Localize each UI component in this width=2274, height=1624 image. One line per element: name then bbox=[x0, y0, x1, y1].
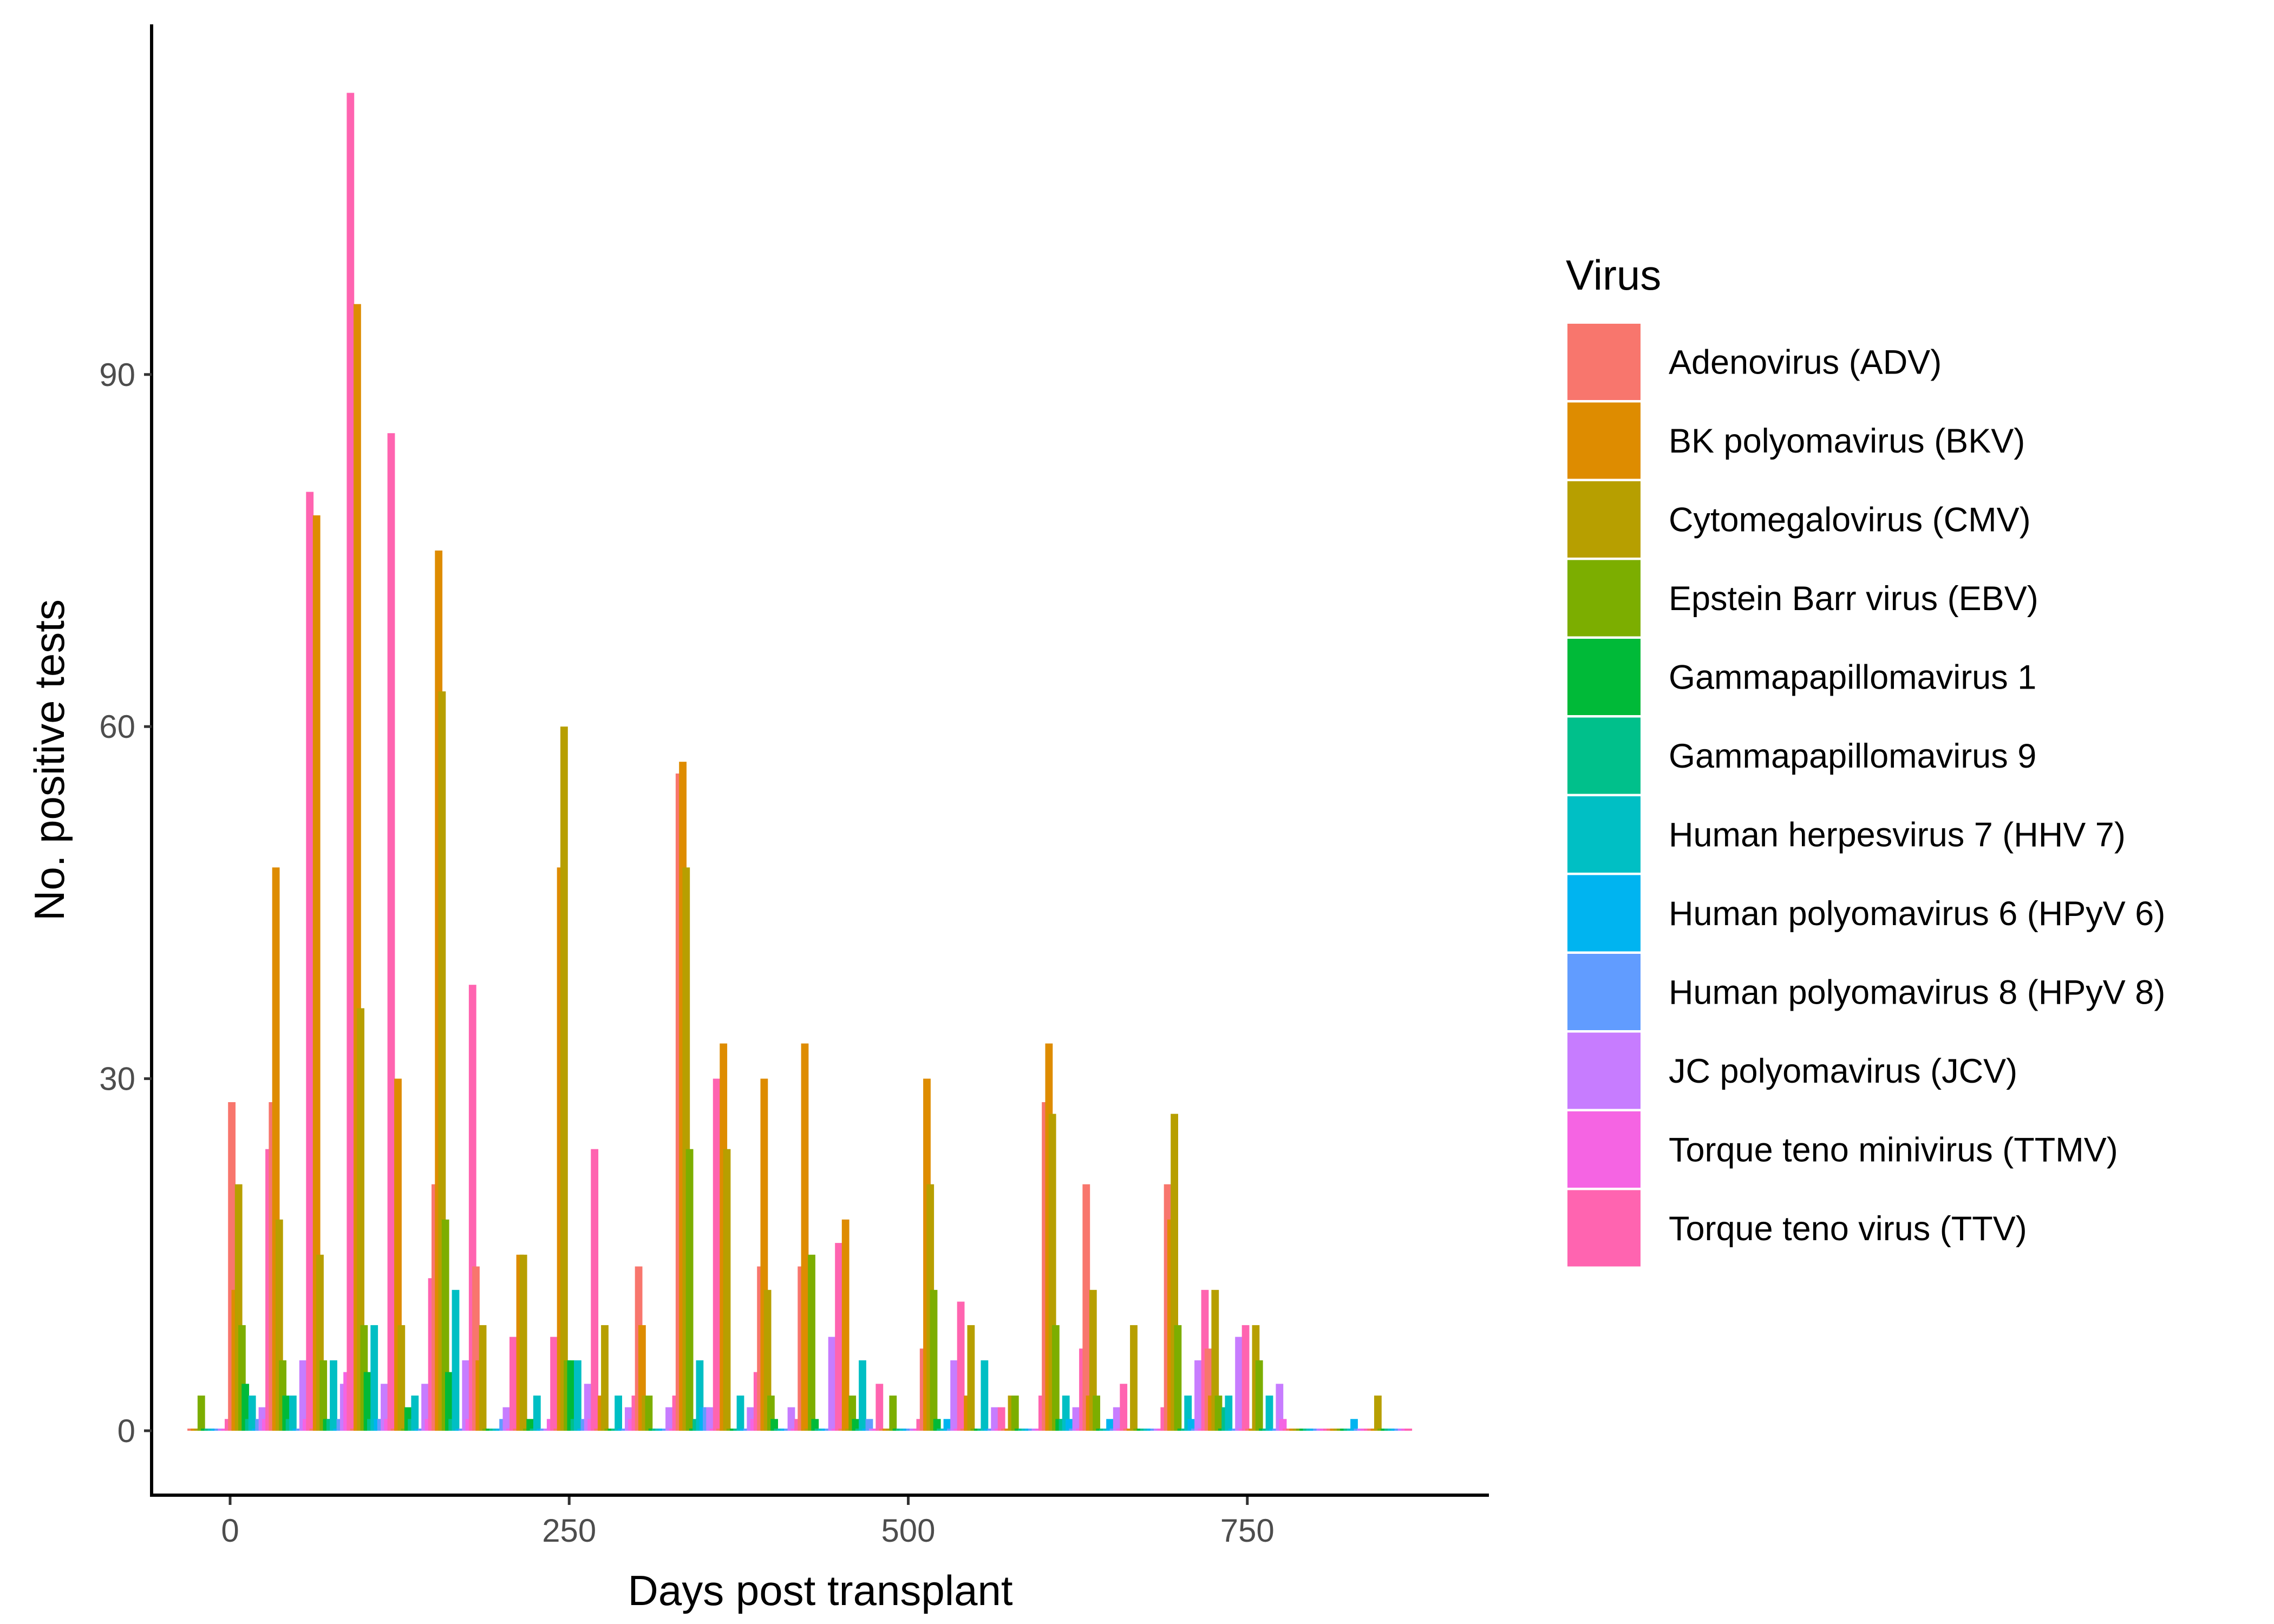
bar bbox=[828, 1337, 836, 1431]
legend-label: BK polyomavirus (BKV) bbox=[1669, 422, 2025, 460]
bar bbox=[1093, 1396, 1100, 1431]
legend-key-swatch bbox=[1567, 403, 1641, 479]
legend-key-swatch bbox=[1567, 481, 1641, 558]
bar bbox=[950, 1360, 958, 1431]
bar bbox=[1082, 1184, 1090, 1431]
y-tick-label: 90 bbox=[99, 357, 135, 393]
bar bbox=[452, 1290, 460, 1431]
bar bbox=[1011, 1396, 1019, 1431]
bar bbox=[397, 1325, 405, 1431]
bar bbox=[801, 1044, 809, 1431]
legend-key-swatch bbox=[1567, 718, 1641, 794]
bar bbox=[645, 1396, 653, 1431]
legend-key-swatch bbox=[1567, 954, 1641, 1030]
bar bbox=[574, 1360, 581, 1431]
legend-label: Gammapapillomavirus 1 bbox=[1669, 659, 2036, 697]
legend-key-swatch bbox=[1567, 875, 1641, 952]
bar bbox=[306, 492, 313, 1431]
bar bbox=[1404, 1429, 1412, 1431]
legend-label: Adenovirus (ADV) bbox=[1669, 344, 1942, 382]
bar bbox=[550, 1337, 558, 1431]
y-axis-title: No. positive tests bbox=[25, 599, 73, 921]
bar bbox=[998, 1407, 1005, 1431]
bar bbox=[835, 1243, 842, 1431]
bar bbox=[991, 1407, 998, 1431]
legend-label: Torque teno virus (TTV) bbox=[1669, 1210, 2027, 1248]
bar bbox=[706, 1407, 714, 1431]
bar bbox=[1215, 1396, 1223, 1431]
bar bbox=[788, 1407, 795, 1431]
bar bbox=[1130, 1325, 1138, 1431]
bar bbox=[930, 1290, 938, 1431]
legend-key-swatch bbox=[1567, 1190, 1641, 1267]
x-axis-title: Days post transplant bbox=[628, 1567, 1012, 1614]
bar bbox=[1374, 1396, 1382, 1431]
bar bbox=[411, 1396, 419, 1431]
bar bbox=[1194, 1360, 1202, 1431]
bar bbox=[875, 1384, 883, 1431]
x-tick-label: 0 bbox=[221, 1512, 239, 1549]
legend-label: Human polyomavirus 8 (HPyV 8) bbox=[1669, 974, 2165, 1012]
bar bbox=[1266, 1396, 1273, 1431]
bar bbox=[1113, 1407, 1121, 1431]
bar bbox=[520, 1255, 527, 1431]
bar bbox=[1073, 1407, 1080, 1431]
legend-key-swatch bbox=[1567, 560, 1641, 637]
bar bbox=[1225, 1396, 1232, 1431]
bar bbox=[1174, 1325, 1182, 1431]
bar bbox=[198, 1396, 205, 1431]
bar bbox=[859, 1360, 866, 1431]
legend-label: Human polyomavirus 6 (HPyV 6) bbox=[1669, 895, 2165, 933]
bar bbox=[479, 1325, 487, 1431]
bar bbox=[737, 1396, 744, 1431]
legend-title: Virus bbox=[1566, 251, 1661, 299]
legend-label: Human herpesvirus 7 (HHV 7) bbox=[1669, 816, 2126, 854]
y-tick-label: 60 bbox=[99, 709, 135, 745]
x-tick-label: 750 bbox=[1220, 1512, 1275, 1549]
bar bbox=[615, 1396, 622, 1431]
legend-key-swatch bbox=[1567, 1033, 1641, 1109]
bar bbox=[347, 93, 354, 1431]
legend-label: JC polyomavirus (JCV) bbox=[1669, 1052, 2017, 1090]
bar bbox=[330, 1360, 337, 1431]
bar bbox=[560, 726, 568, 1431]
legend-key-swatch bbox=[1567, 796, 1641, 873]
bar bbox=[686, 1149, 694, 1431]
bar bbox=[713, 1079, 721, 1431]
legend-label: Gammapapillomavirus 9 bbox=[1669, 737, 2036, 775]
bar bbox=[957, 1302, 965, 1431]
bar bbox=[968, 1325, 975, 1431]
bar bbox=[249, 1396, 256, 1431]
x-tick-label: 250 bbox=[542, 1512, 596, 1549]
bar bbox=[509, 1337, 517, 1431]
bar bbox=[665, 1407, 673, 1431]
y-tick-label: 0 bbox=[117, 1413, 135, 1449]
bar bbox=[842, 1220, 850, 1431]
legend-label: Torque teno minivirus (TTMV) bbox=[1669, 1131, 2118, 1169]
y-tick-label: 30 bbox=[99, 1061, 135, 1097]
bar bbox=[601, 1325, 609, 1431]
bar bbox=[533, 1396, 541, 1431]
legend-label: Cytomegalovirus (CMV) bbox=[1669, 501, 2031, 539]
legend-key-swatch bbox=[1567, 639, 1641, 715]
legend-key-swatch bbox=[1567, 324, 1641, 400]
bar bbox=[370, 1325, 378, 1431]
bar bbox=[1256, 1360, 1263, 1431]
bar bbox=[289, 1396, 297, 1431]
bar bbox=[723, 1149, 731, 1431]
legend-label: Epstein Barr virus (EBV) bbox=[1669, 580, 2038, 618]
bar bbox=[1242, 1325, 1250, 1431]
x-tick-label: 500 bbox=[881, 1512, 935, 1549]
bar bbox=[1235, 1337, 1243, 1431]
bar bbox=[808, 1255, 815, 1431]
bar bbox=[1120, 1384, 1127, 1431]
bar bbox=[1052, 1325, 1060, 1431]
legend-key-swatch bbox=[1567, 1111, 1641, 1188]
bar bbox=[388, 433, 395, 1431]
bar bbox=[981, 1360, 989, 1431]
bar bbox=[889, 1396, 897, 1431]
bar bbox=[503, 1407, 511, 1431]
bar bbox=[591, 1149, 598, 1431]
